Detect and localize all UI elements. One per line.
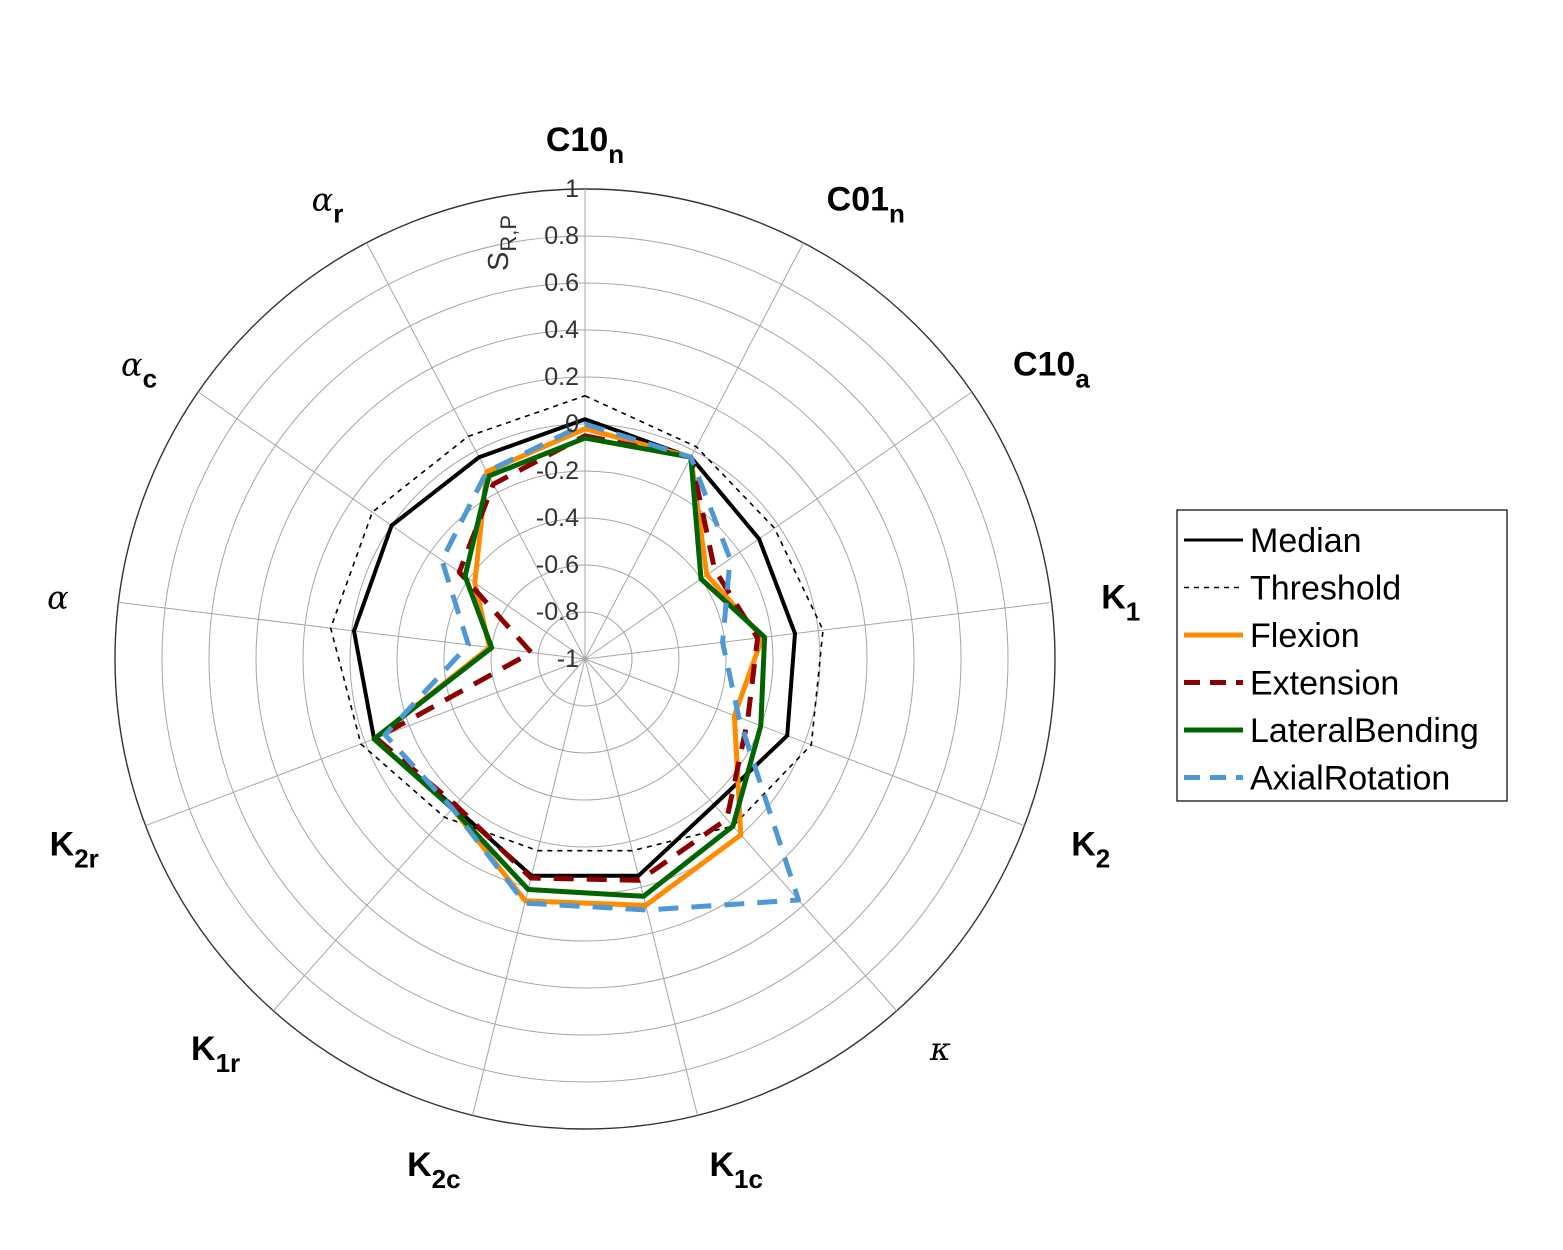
radial-tick-label: -1 <box>557 645 579 673</box>
axis-label-main: C01 <box>827 181 889 219</box>
radial-tick-label: -0.6 <box>536 551 579 579</box>
axis-label-main: α <box>121 346 143 384</box>
axis-label-11: αc <box>121 346 157 394</box>
series-layer <box>329 394 824 913</box>
axis-label-sub: 1 <box>1126 596 1140 626</box>
radial-tick-label: 0.2 <box>544 363 579 391</box>
legend-label-median: Median <box>1250 522 1362 560</box>
radial-tick-label: -0.4 <box>536 504 579 532</box>
radial-tick-label: 0 <box>565 410 579 438</box>
axis-spoke <box>118 601 586 660</box>
radial-axis-label-sub: R,P <box>496 215 521 252</box>
series-line-axialrotation <box>382 421 801 913</box>
legend-label-axialrotation: AxialRotation <box>1250 760 1450 798</box>
radial-tick-label: 0.8 <box>544 222 579 250</box>
legend: Median Threshold Flexion Extension LateralBe… <box>1176 509 1508 802</box>
axis-label-2: C10a <box>1013 346 1090 394</box>
axis-label-sub: n <box>608 139 624 169</box>
axis-label-6: K1c <box>709 1146 762 1194</box>
axis-label-main: K <box>709 1146 734 1184</box>
axis-label-sub: 2c <box>432 1164 461 1194</box>
legend-label-flexion: Flexion <box>1250 617 1360 655</box>
axis-label-sub: 2r <box>74 843 99 873</box>
axis-label-sub: r <box>333 199 343 229</box>
axis-spoke <box>584 601 1052 660</box>
axis-label-main: K <box>1101 578 1126 616</box>
axis-spoke <box>366 242 586 660</box>
axis-label-sub: 2 <box>1096 843 1110 873</box>
axis-label-8: K1r <box>191 1030 240 1078</box>
radial-tick-label: -0.2 <box>536 457 579 485</box>
axis-label-10: α <box>47 578 69 616</box>
axis-spoke <box>145 658 586 827</box>
radial-tick-labels: 1 0.8 0.6 0.4 0.2 0 -0.2 -0.4 -0.6 -0.8 -1 <box>536 175 579 673</box>
series-line-lateralbending <box>371 435 768 899</box>
series-line-median <box>352 417 797 878</box>
legend-label-threshold: Threshold <box>1250 570 1401 608</box>
axis-label-4: K2 <box>1071 825 1110 873</box>
axis-label-sub: n <box>889 199 905 229</box>
axis-label-1: C01n <box>827 181 905 229</box>
axis-label-main: α <box>312 181 334 219</box>
axis-label-0: C10n <box>546 121 624 169</box>
radial-tick-label: -0.8 <box>536 598 579 626</box>
legend-label-extension: Extension <box>1250 665 1399 703</box>
axis-label-main: K <box>50 825 75 863</box>
axis-label-sub: 1r <box>216 1048 241 1078</box>
axis-spoke <box>584 242 804 660</box>
radial-tick-label: 0.4 <box>544 316 579 344</box>
axis-label-7: K2c <box>407 1146 460 1194</box>
axis-label-main: K <box>1071 825 1096 863</box>
series-line-threshold <box>329 394 824 852</box>
axis-label-main: α <box>47 578 69 616</box>
legend-label-lateralbending: LateralBending <box>1250 712 1479 750</box>
axis-label-5: κ <box>929 1030 951 1068</box>
axis-spoke <box>584 391 973 660</box>
axis-label-9: K2r <box>50 825 99 873</box>
axis-label-main: K <box>407 1146 432 1184</box>
axis-label-main: κ <box>929 1030 951 1068</box>
radial-tick-label: 1 <box>565 175 579 203</box>
axis-label-sub: 1c <box>734 1164 763 1194</box>
axis-label-main: C10 <box>1013 346 1075 384</box>
axis-label-12: αr <box>312 181 344 229</box>
radial-grid <box>114 188 1056 1130</box>
radial-tick-label: 0.6 <box>544 269 579 297</box>
radial-axis-label: SR,P <box>483 215 521 271</box>
axis-spoke <box>272 658 586 1012</box>
legend-box <box>1176 509 1508 802</box>
axis-label-main: C10 <box>546 121 608 159</box>
axis-label-sub: c <box>143 364 157 394</box>
axis-label-main: K <box>191 1030 216 1068</box>
axis-spoke <box>584 658 1025 827</box>
radial-axis-label-main: S <box>483 252 515 271</box>
series-line-extension <box>373 433 761 883</box>
axis-label-3: K1 <box>1101 578 1140 626</box>
axis-label-sub: a <box>1075 364 1090 394</box>
axis-spoke <box>584 658 698 1116</box>
